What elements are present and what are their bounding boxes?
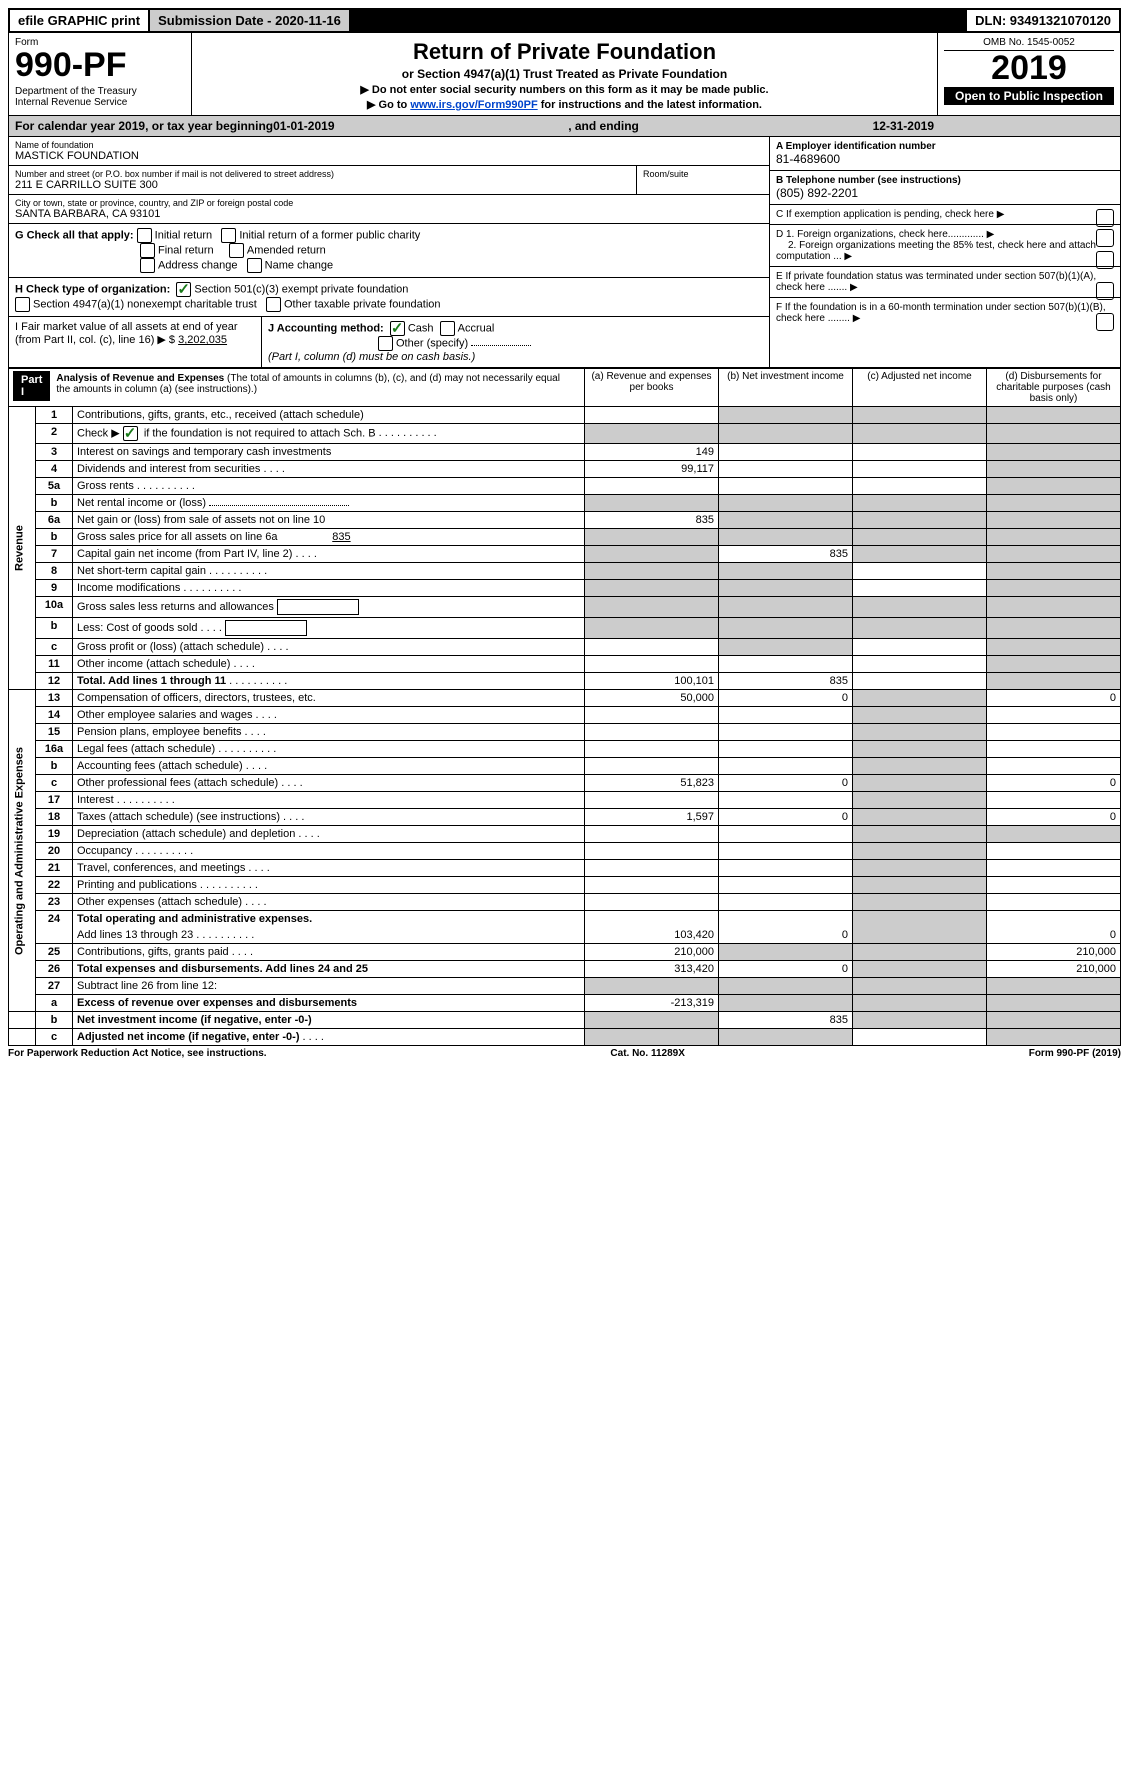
form-subtitle: or Section 4947(a)(1) Trust Treated as P… xyxy=(198,67,931,81)
col-a-header: (a) Revenue and expenses per books xyxy=(585,369,719,407)
cb-foreign1[interactable] xyxy=(1096,229,1114,247)
expenses-label: Operating and Administrative Expenses xyxy=(9,690,36,1012)
f-label: F If the foundation is in a 60-month ter… xyxy=(776,302,1106,324)
dept-label: Department of the Treasury Internal Reve… xyxy=(15,86,185,108)
tel-label: B Telephone number (see instructions) xyxy=(776,175,961,186)
tel-value: (805) 892-2201 xyxy=(776,186,858,200)
calendar-year-row: For calendar year 2019, or tax year begi… xyxy=(8,116,1121,137)
efile-label[interactable]: efile GRAPHIC print xyxy=(10,10,150,31)
entity-info: Name of foundation MASTICK FOUNDATION Nu… xyxy=(8,137,1121,368)
room-label: Room/suite xyxy=(643,169,763,179)
cb-other-method[interactable] xyxy=(378,336,393,351)
cb-501c3[interactable] xyxy=(176,282,191,297)
city-label: City or town, state or province, country… xyxy=(15,198,763,208)
form-title: Return of Private Foundation xyxy=(198,39,931,65)
ein-value: 81-4689600 xyxy=(776,152,840,166)
cb-cash[interactable] xyxy=(390,321,405,336)
street-address: 211 E CARRILLO SUITE 300 xyxy=(15,179,630,191)
section-g: G Check all that apply: Initial return I… xyxy=(9,224,769,278)
form-header: Form 990-PF Department of the Treasury I… xyxy=(8,33,1121,116)
cb-final[interactable] xyxy=(140,243,155,258)
col-b-header: (b) Net investment income xyxy=(719,369,853,407)
cb-amended[interactable] xyxy=(229,243,244,258)
irs-link[interactable]: www.irs.gov/Form990PF xyxy=(410,99,537,111)
ein-label: A Employer identification number xyxy=(776,141,936,152)
cb-addr-change[interactable] xyxy=(140,258,155,273)
footer-mid: Cat. No. 11289X xyxy=(610,1048,684,1059)
city-state-zip: SANTA BARBARA, CA 93101 xyxy=(15,208,763,220)
col-d-header: (d) Disbursements for charitable purpose… xyxy=(987,369,1121,407)
revenue-label: Revenue xyxy=(9,407,36,690)
foundation-name: MASTICK FOUNDATION xyxy=(15,150,763,162)
footer-right: Form 990-PF (2019) xyxy=(1029,1048,1121,1059)
section-j: J Accounting method: Cash Accrual Other … xyxy=(262,317,769,367)
tax-year: 2019 xyxy=(944,51,1114,85)
cb-sch-b[interactable] xyxy=(123,426,138,441)
addr-label: Number and street (or P.O. box number if… xyxy=(15,169,630,179)
form-number: 990-PF xyxy=(15,48,185,82)
section-h: H Check type of organization: Section 50… xyxy=(9,278,769,317)
cb-name-change[interactable] xyxy=(247,258,262,273)
note-ssn: ▶ Do not enter social security numbers o… xyxy=(198,83,931,96)
col-c-header: (c) Adjusted net income xyxy=(853,369,987,407)
cb-initial-former[interactable] xyxy=(221,228,236,243)
open-inspection: Open to Public Inspection xyxy=(944,87,1114,105)
page-footer: For Paperwork Reduction Act Notice, see … xyxy=(8,1048,1121,1059)
cb-4947[interactable] xyxy=(15,297,30,312)
cb-initial[interactable] xyxy=(137,228,152,243)
cb-60month[interactable] xyxy=(1096,313,1114,331)
footer-left: For Paperwork Reduction Act Notice, see … xyxy=(8,1048,267,1059)
d2-label: 2. Foreign organizations meeting the 85%… xyxy=(776,240,1096,262)
part1-label: Part I xyxy=(13,371,50,401)
note-link: ▶ Go to www.irs.gov/Form990PF for instru… xyxy=(198,98,931,111)
d1-label: D 1. Foreign organizations, check here..… xyxy=(776,229,984,240)
section-i: I Fair market value of all assets at end… xyxy=(9,317,262,367)
cb-other-tax[interactable] xyxy=(266,297,281,312)
submission-date: Submission Date - 2020-11-16 xyxy=(150,10,351,31)
cb-accrual[interactable] xyxy=(440,321,455,336)
e-label: E If private foundation status was termi… xyxy=(776,271,1096,293)
dln: DLN: 93491321070120 xyxy=(967,10,1119,31)
name-label: Name of foundation xyxy=(15,140,763,150)
c-label: C If exemption application is pending, c… xyxy=(776,209,994,220)
part1-table: Part I Analysis of Revenue and Expenses … xyxy=(8,368,1121,1046)
top-bar: efile GRAPHIC print Submission Date - 20… xyxy=(8,8,1121,33)
